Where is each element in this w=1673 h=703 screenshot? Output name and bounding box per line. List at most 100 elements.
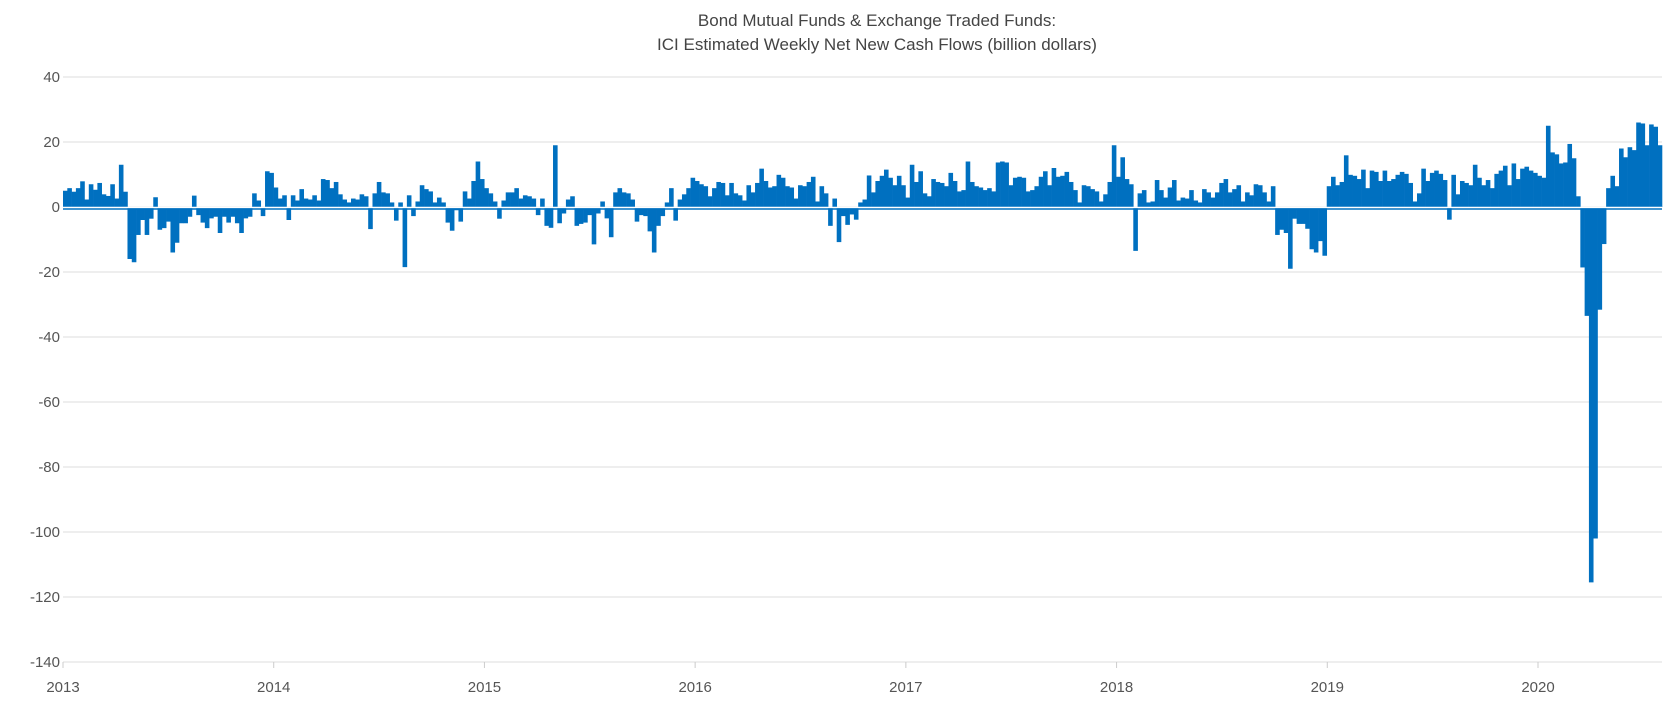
- bar: [522, 195, 528, 207]
- bar: [1236, 185, 1242, 207]
- bar: [1631, 150, 1637, 207]
- bar: [630, 199, 635, 207]
- bar: [372, 193, 378, 207]
- bar: [862, 199, 868, 207]
- bar: [346, 202, 352, 207]
- bar: [1490, 188, 1495, 207]
- bar: [1197, 202, 1203, 207]
- bar: [170, 207, 176, 253]
- bar: [419, 185, 425, 207]
- bar: [303, 198, 309, 207]
- bar: [153, 197, 158, 207]
- bar: [441, 202, 446, 207]
- bar: [118, 164, 124, 207]
- bar: [1051, 168, 1057, 207]
- bar: [1567, 143, 1573, 207]
- bar: [1550, 152, 1555, 207]
- bar: [1374, 171, 1379, 207]
- bar: [1623, 157, 1628, 207]
- bar: [1636, 122, 1641, 207]
- bar: [1034, 186, 1040, 207]
- bar: [587, 207, 593, 216]
- bar: [1468, 185, 1474, 207]
- bar: [462, 191, 468, 207]
- bar: [290, 195, 296, 207]
- bar: [325, 180, 330, 207]
- bar: [1025, 191, 1031, 207]
- bar: [638, 207, 644, 216]
- bar: [398, 202, 403, 207]
- bar: [131, 207, 137, 263]
- bar: [841, 207, 846, 217]
- bar: [724, 195, 730, 207]
- bar: [875, 181, 880, 207]
- bar: [1275, 207, 1280, 235]
- bar: [832, 198, 838, 207]
- bar: [690, 177, 696, 207]
- bar: [1081, 185, 1087, 207]
- bar: [196, 207, 201, 216]
- bar: [1451, 174, 1456, 207]
- bar: [1434, 170, 1439, 207]
- bar: [1107, 181, 1113, 207]
- bar: [445, 207, 451, 223]
- bar: [991, 191, 997, 207]
- bar: [785, 186, 790, 207]
- bar: [746, 185, 752, 207]
- bar: [1447, 207, 1452, 220]
- bar: [1017, 176, 1022, 207]
- bar: [892, 185, 898, 207]
- bar: [1296, 207, 1302, 224]
- bar: [1361, 169, 1366, 207]
- bar: [1279, 207, 1285, 230]
- bar: [1249, 195, 1254, 207]
- bar: [67, 188, 72, 207]
- x-tick-label: 2019: [1311, 679, 1344, 696]
- chart-title-line-2: ICI Estimated Weekly Net New Cash Flows …: [657, 35, 1097, 54]
- bar: [1425, 181, 1431, 207]
- bar: [578, 207, 584, 224]
- bar: [376, 181, 382, 207]
- bar: [1167, 187, 1173, 207]
- bar: [565, 199, 571, 207]
- bar: [716, 181, 721, 207]
- bar: [93, 189, 98, 207]
- bar: [617, 188, 623, 207]
- bar: [1601, 207, 1607, 245]
- bar: [1485, 180, 1491, 207]
- bar: [656, 207, 661, 226]
- bar: [600, 201, 605, 207]
- bar: [948, 172, 954, 207]
- bar: [1597, 207, 1603, 310]
- bar: [1421, 168, 1426, 207]
- bar: [1163, 197, 1168, 207]
- bar: [200, 207, 206, 223]
- bar: [1038, 176, 1044, 207]
- bar: [1399, 171, 1405, 207]
- bar: [179, 207, 184, 224]
- bar: [896, 175, 902, 207]
- bar: [737, 195, 743, 207]
- bar: [1189, 190, 1194, 207]
- bar: [1253, 184, 1259, 207]
- bar: [905, 197, 911, 207]
- bar: [1511, 163, 1517, 207]
- bar: [1133, 207, 1138, 251]
- bar: [591, 207, 597, 245]
- bar: [140, 207, 145, 220]
- bar: [664, 202, 670, 207]
- bar: [247, 207, 253, 217]
- bar: [596, 207, 601, 214]
- bar: [1004, 162, 1009, 207]
- bar: [1365, 188, 1371, 207]
- bar: [1614, 186, 1620, 207]
- bar: [1657, 145, 1663, 207]
- bar: [63, 190, 68, 207]
- bar: [1047, 185, 1052, 207]
- bar: [1176, 200, 1181, 207]
- bar: [1068, 181, 1074, 207]
- y-tick-label: -100: [30, 524, 60, 541]
- bar: [1116, 176, 1121, 207]
- bar: [1240, 201, 1246, 207]
- bar: [1159, 190, 1164, 207]
